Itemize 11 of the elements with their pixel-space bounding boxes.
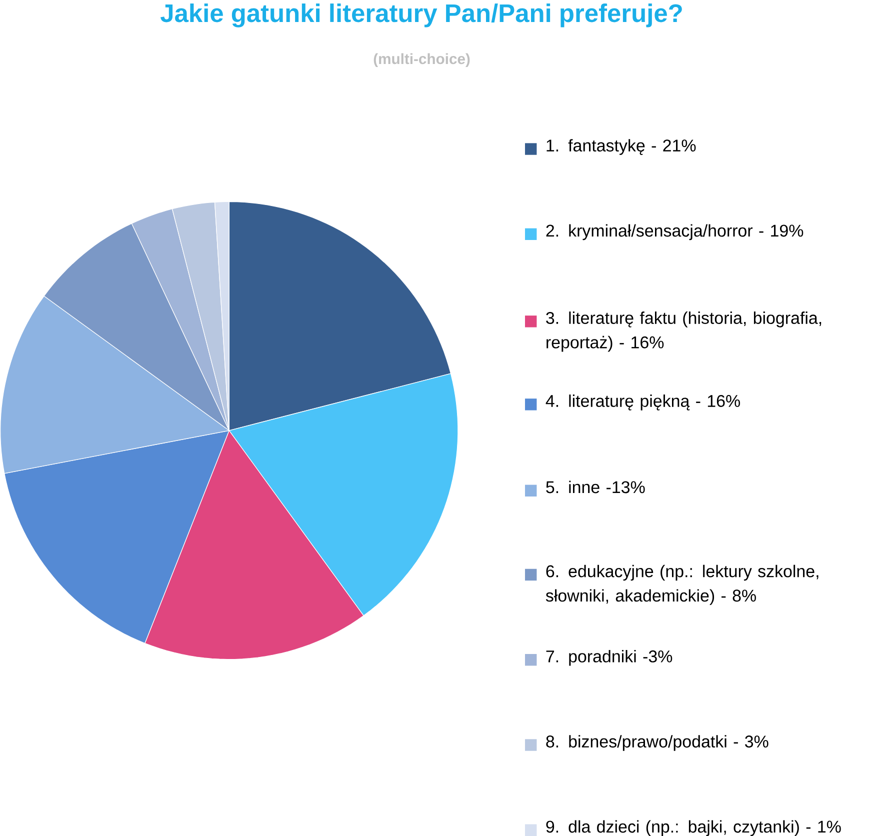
legend-label: 6. edukacyjne (np.: lektury szkolne, słowniki, akademickie) - 8% <box>546 564 818 605</box>
chart-title: Jakie gatunki literatury Pan/Pani preferuje? <box>160 3 682 28</box>
legend-label: 3. literaturę faktu (historia, biografia, reportaż) - 16% <box>546 311 822 352</box>
legend-label: 9. dla dzieci (np.: bajki, czytanki) - 1% <box>546 820 841 836</box>
legend-label: 7. poradniki -3% <box>546 650 672 666</box>
legend-label: 5. inne -13% <box>546 480 645 494</box>
legend-label: 2. kryminał/sensacja/horror - 19% <box>546 224 804 240</box>
legend-label: 4. literaturę piękną - 16% <box>546 394 740 410</box>
legend-label: 1. fantastykę - 21% <box>546 139 696 155</box>
legend-label: 8. biznes/prawo/podatki - 3% <box>546 735 768 751</box>
chart-subtitle: (multi-choice) <box>374 53 470 68</box>
